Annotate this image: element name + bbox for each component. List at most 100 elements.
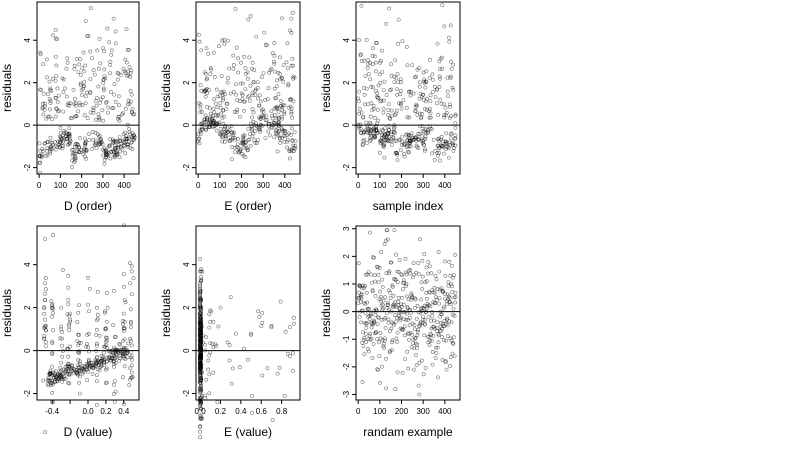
plot-frame xyxy=(355,225,461,401)
data-point xyxy=(77,349,82,354)
data-point xyxy=(50,341,55,346)
data-point xyxy=(66,297,71,302)
data-point xyxy=(433,356,438,360)
data-point xyxy=(396,299,401,304)
data-point xyxy=(128,319,133,324)
data-point xyxy=(280,76,284,81)
y-axis-label: residuals xyxy=(319,289,333,337)
data-point xyxy=(247,94,252,99)
data-point xyxy=(386,108,391,113)
data-point xyxy=(83,143,88,148)
data-point xyxy=(229,381,234,386)
data-point xyxy=(131,276,136,281)
data-point xyxy=(387,271,391,276)
data-point xyxy=(437,296,442,301)
data-point xyxy=(62,128,67,133)
data-point xyxy=(82,84,86,88)
data-point xyxy=(42,311,47,316)
data-point xyxy=(282,393,287,398)
data-point xyxy=(376,83,381,88)
data-point xyxy=(425,96,429,101)
data-point xyxy=(409,291,414,296)
y-tick-label: 4 xyxy=(342,37,351,42)
data-point xyxy=(107,143,112,148)
data-point xyxy=(442,102,447,107)
data-point xyxy=(447,102,452,107)
data-point xyxy=(121,375,125,380)
data-point xyxy=(40,101,45,106)
data-point xyxy=(61,143,66,148)
data-point xyxy=(290,57,295,61)
data-point xyxy=(198,359,203,364)
data-point xyxy=(95,356,99,361)
data-point xyxy=(273,96,278,101)
data-point xyxy=(373,312,378,317)
data-point xyxy=(206,358,211,363)
data-point xyxy=(72,67,77,71)
data-point xyxy=(104,319,109,324)
data-point xyxy=(276,122,281,127)
data-point xyxy=(97,66,101,71)
data-point xyxy=(389,142,394,147)
data-point xyxy=(382,143,386,148)
data-point xyxy=(453,121,458,126)
data-point xyxy=(58,375,63,379)
data-point xyxy=(96,84,101,89)
data-point xyxy=(121,339,125,344)
data-point xyxy=(281,79,286,84)
data-point xyxy=(71,366,76,371)
data-point xyxy=(98,61,103,66)
data-point xyxy=(375,265,380,270)
data-point xyxy=(48,135,53,140)
data-point xyxy=(453,136,458,141)
data-point xyxy=(86,302,90,307)
data-point xyxy=(405,63,410,68)
data-point xyxy=(416,66,421,70)
data-point xyxy=(230,145,235,149)
data-point xyxy=(367,306,372,311)
data-point xyxy=(397,310,402,315)
data-point xyxy=(128,71,133,76)
data-point xyxy=(95,354,99,359)
data-point xyxy=(377,266,382,270)
data-point xyxy=(50,76,55,81)
data-point xyxy=(47,97,52,101)
data-point xyxy=(50,303,55,308)
data-point xyxy=(249,331,254,336)
data-point xyxy=(448,273,453,278)
data-point xyxy=(439,55,444,60)
data-point xyxy=(112,364,116,369)
data-point xyxy=(287,147,292,152)
data-point xyxy=(245,76,250,81)
data-point xyxy=(386,138,391,143)
data-point xyxy=(437,138,441,143)
data-point xyxy=(58,366,63,370)
data-point xyxy=(117,103,121,108)
data-point xyxy=(263,42,268,47)
data-point xyxy=(44,340,48,344)
data-point xyxy=(270,418,275,423)
data-point xyxy=(198,343,203,348)
data-point xyxy=(225,340,230,345)
data-point xyxy=(83,101,88,106)
data-point xyxy=(71,88,76,92)
data-point xyxy=(221,108,226,113)
data-point xyxy=(77,62,82,67)
data-point xyxy=(381,298,386,303)
data-point xyxy=(237,115,242,119)
data-point xyxy=(112,361,116,366)
data-point xyxy=(103,153,108,158)
data-point xyxy=(198,110,203,115)
data-point xyxy=(370,289,375,294)
data-point xyxy=(401,310,406,315)
data-point xyxy=(118,149,123,154)
data-point xyxy=(218,90,223,94)
x-tick-label: 0 xyxy=(356,181,361,190)
data-point xyxy=(108,348,113,353)
data-point xyxy=(86,369,90,374)
data-point xyxy=(116,116,120,121)
data-point xyxy=(116,77,120,82)
data-point xyxy=(95,312,100,317)
data-point xyxy=(381,306,386,311)
data-point xyxy=(285,351,290,356)
